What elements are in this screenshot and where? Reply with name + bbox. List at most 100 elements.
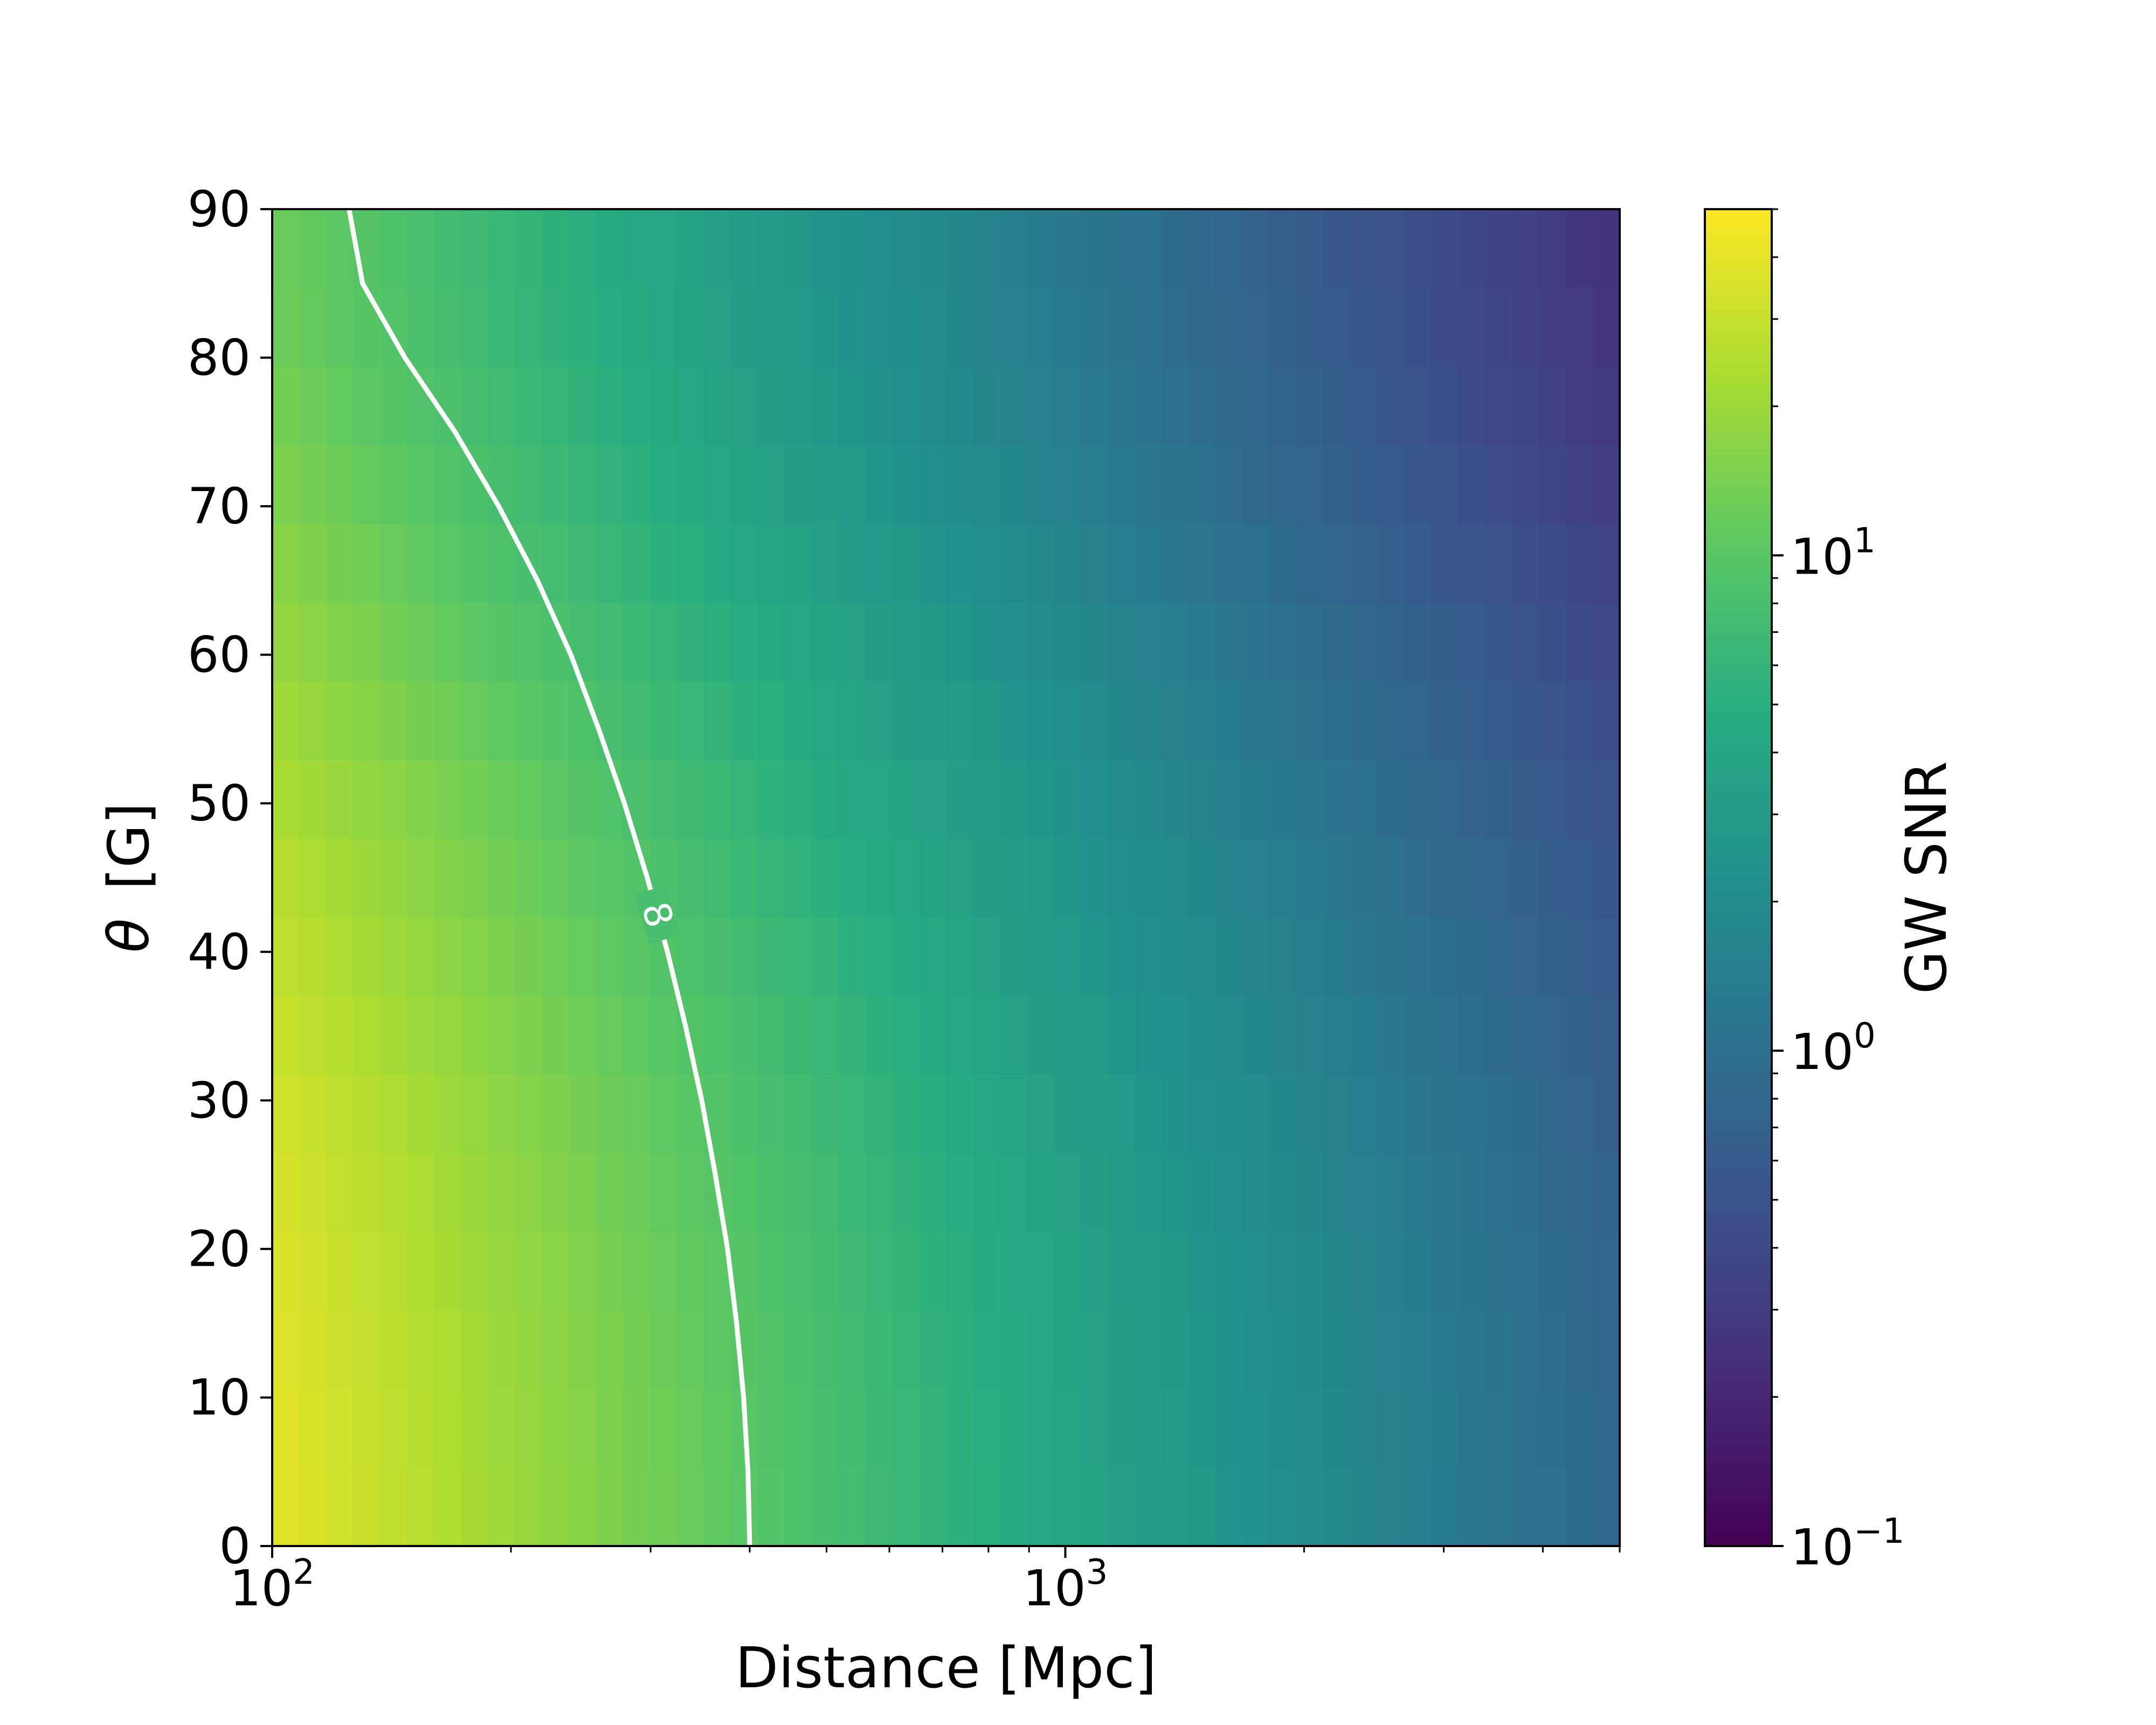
colorbar-segment — [1705, 998, 1772, 1005]
heatmap-cell — [542, 1310, 569, 1390]
colorbar-segment — [1705, 630, 1772, 638]
heatmap-cell — [326, 366, 354, 446]
heatmap-cell — [434, 916, 461, 996]
heatmap-cell — [757, 838, 785, 917]
heatmap-cell — [1566, 1074, 1593, 1154]
heatmap-cell — [1431, 445, 1459, 525]
heatmap-cell — [1296, 1467, 1324, 1546]
heatmap-cell — [1296, 445, 1324, 525]
heatmap-cell — [1054, 838, 1081, 917]
heatmap-cell — [596, 523, 623, 603]
heatmap-cell — [1000, 287, 1027, 367]
heatmap-cell — [1242, 445, 1270, 525]
colorbar-segment — [1705, 1338, 1772, 1346]
heatmap-cell — [569, 1310, 596, 1390]
heatmap-cell — [1323, 287, 1351, 367]
colorbar-tick-label: 100 — [1791, 1016, 1876, 1081]
heatmap-cell — [676, 1153, 704, 1232]
heatmap-cell — [407, 1310, 434, 1390]
heatmap-cell — [1162, 1153, 1189, 1232]
heatmap-cell — [973, 1074, 1000, 1154]
heatmap-cell — [1566, 209, 1593, 288]
heatmap-cell — [811, 1389, 839, 1468]
heatmap-cell — [326, 681, 354, 760]
heatmap-cell — [811, 995, 839, 1075]
heatmap-cell — [1458, 916, 1485, 996]
colorbar-segment — [1705, 978, 1772, 985]
heatmap-cell — [299, 1231, 327, 1311]
colorbar-segment — [1705, 236, 1772, 243]
heatmap-cell — [865, 1153, 893, 1232]
heatmap-cell — [299, 523, 327, 603]
heatmap-cell — [1323, 1310, 1351, 1390]
colorbar-segment — [1705, 904, 1772, 912]
heatmap-cell — [326, 1231, 354, 1311]
colorbar-segment — [1705, 1392, 1772, 1399]
colorbar-segment — [1705, 878, 1772, 885]
heatmap-cell — [1539, 602, 1566, 682]
heatmap-cell — [919, 760, 946, 839]
heatmap-cell — [649, 1310, 677, 1390]
heatmap-cell — [811, 209, 839, 288]
heatmap-cell — [1377, 760, 1405, 839]
colorbar-segment — [1705, 229, 1772, 237]
heatmap-cell — [1431, 681, 1459, 760]
heatmap-cell — [1242, 760, 1270, 839]
heatmap-cell — [1000, 1389, 1027, 1468]
heatmap-cell — [1566, 1310, 1593, 1390]
y-axis-label-symbol: θ — [96, 919, 162, 953]
heatmap-cell — [1539, 523, 1566, 603]
heatmap-cell — [1188, 1153, 1216, 1232]
heatmap-cell — [1215, 445, 1243, 525]
heatmap-cell — [407, 681, 434, 760]
heatmap-cell — [1242, 366, 1270, 446]
heatmap-cell — [1431, 916, 1459, 996]
heatmap-cell — [272, 209, 300, 288]
heatmap-cell — [838, 760, 866, 839]
heatmap-cell — [623, 1074, 650, 1154]
heatmap-cell — [542, 445, 569, 525]
heatmap-cell — [515, 602, 542, 682]
colorbar-segment — [1705, 944, 1772, 952]
colorbar-segment — [1705, 650, 1772, 658]
y-axis: 0 10 20 30 40 50 60 70 80 90 — [188, 181, 272, 1575]
colorbar-segment — [1705, 1506, 1772, 1513]
heatmap-cell — [1323, 523, 1351, 603]
heatmap-cell — [272, 287, 300, 367]
colorbar-segment — [1705, 349, 1772, 357]
heatmap-cell — [299, 366, 327, 446]
heatmap-cell — [1081, 1074, 1108, 1154]
heatmap-cell — [1431, 366, 1459, 446]
heatmap-cell — [676, 209, 704, 288]
heatmap-cell — [1512, 838, 1539, 917]
colorbar-segment — [1705, 1258, 1772, 1266]
colorbar-segment — [1705, 670, 1772, 678]
heatmap-cell — [1081, 838, 1108, 917]
heatmap-cell — [892, 760, 920, 839]
heatmap-cell — [1512, 681, 1539, 760]
heatmap-cell — [919, 366, 946, 446]
heatmap-cell — [838, 523, 866, 603]
heatmap-cell — [757, 1389, 785, 1468]
heatmap-cell — [1081, 916, 1108, 996]
heatmap-cell — [946, 1153, 973, 1232]
colorbar-tick-label: 10−1 — [1791, 1512, 1904, 1576]
heatmap-cell — [1350, 1231, 1378, 1311]
heatmap-cell — [1539, 445, 1566, 525]
heatmap-cell — [703, 760, 731, 839]
heatmap-cell — [973, 1231, 1000, 1311]
heatmap-cell — [919, 995, 946, 1075]
colorbar-segment — [1705, 797, 1772, 805]
heatmap-cell — [1027, 838, 1054, 917]
heatmap-cell — [676, 1310, 704, 1390]
colorbar-segment — [1705, 1105, 1772, 1112]
heatmap-cell — [1377, 523, 1405, 603]
heatmap-cell — [434, 445, 461, 525]
heatmap-cell — [272, 1074, 300, 1154]
heatmap-cell — [649, 1389, 677, 1468]
heatmap-cell — [1215, 916, 1243, 996]
heatmap-cell — [1296, 1074, 1324, 1154]
colorbar-segment — [1705, 664, 1772, 671]
heatmap-cell — [838, 1389, 866, 1468]
heatmap-cell — [1431, 760, 1459, 839]
